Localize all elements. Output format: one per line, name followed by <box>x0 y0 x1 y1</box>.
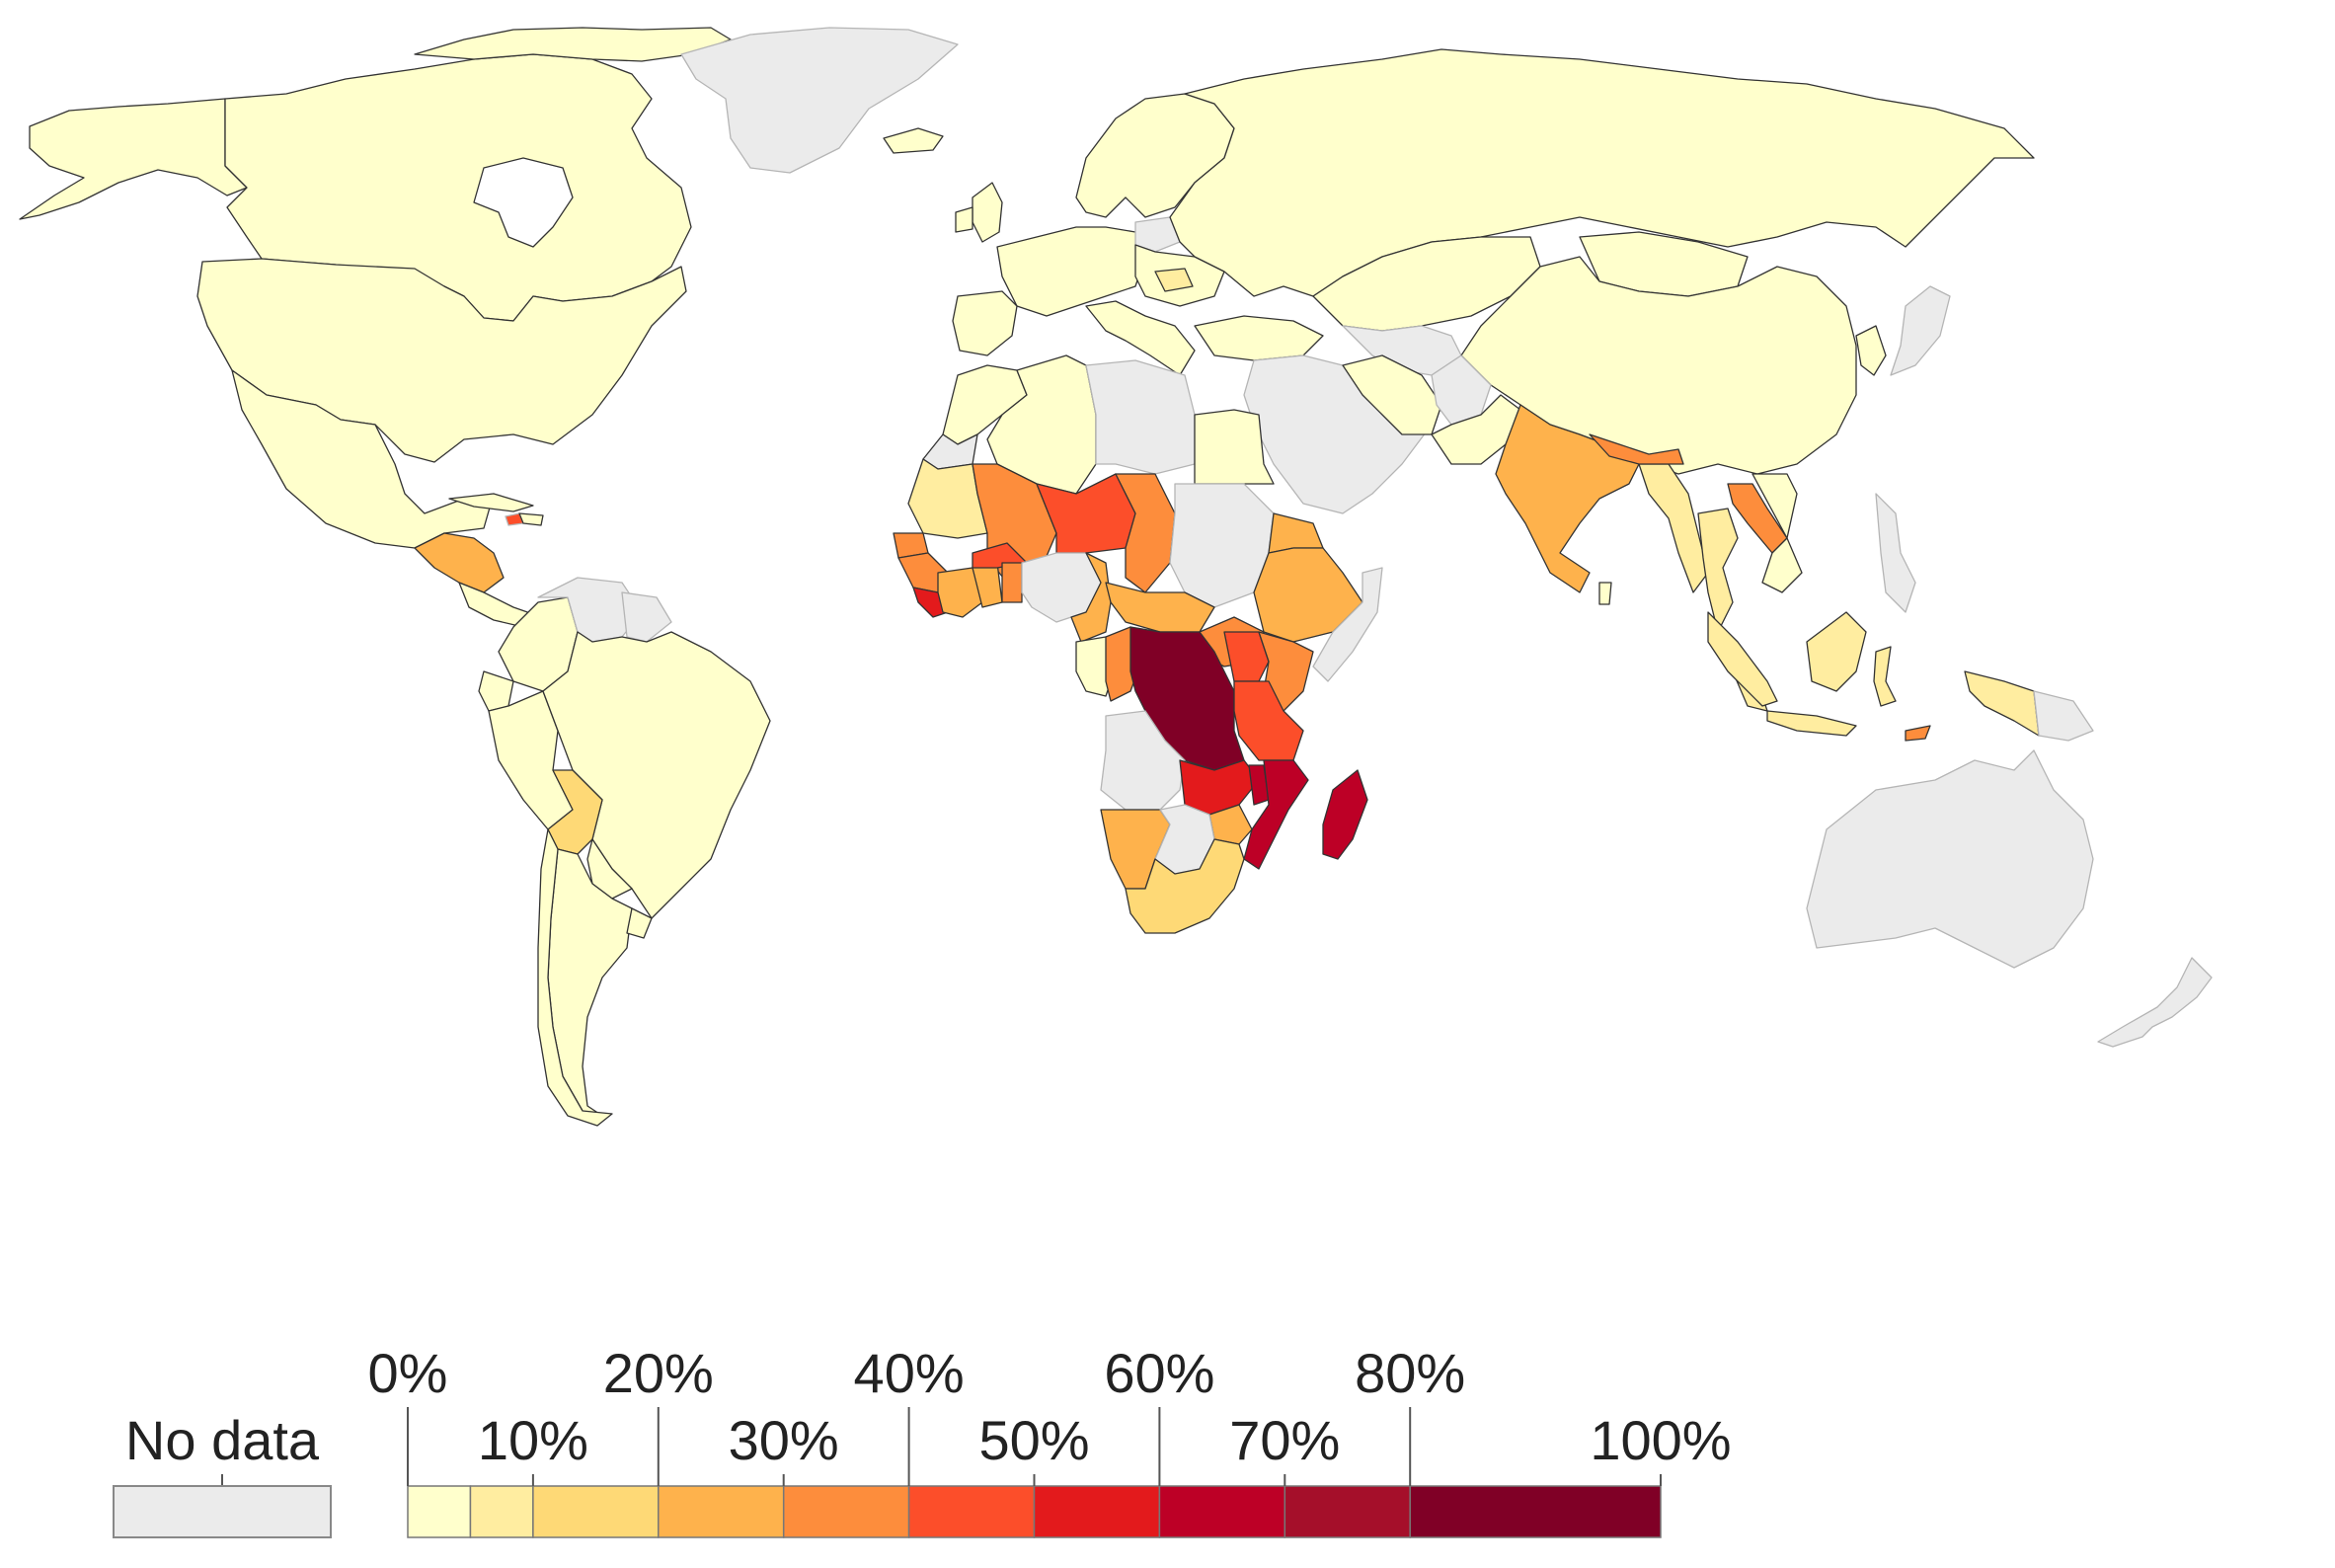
region-cuba[interactable] <box>448 493 534 512</box>
legend: No data 0% 20% 40% 60% 80% 10% 30% 50% 70% 100% <box>113 1342 1732 1538</box>
region-turkey[interactable] <box>1194 315 1324 361</box>
region-russia[interactable] <box>1169 48 2035 297</box>
region-uruguay[interactable] <box>626 907 653 939</box>
region-png[interactable] <box>2033 690 2094 742</box>
region-timor[interactable] <box>1905 725 1931 742</box>
region-alaska[interactable] <box>19 98 248 220</box>
region-uganda-rwanda[interactable] <box>1223 631 1270 682</box>
legend-bin-3 <box>658 1485 785 1538</box>
region-togo-benin[interactable] <box>1001 562 1023 603</box>
legend-bin-4 <box>782 1485 910 1538</box>
region-canada-islands[interactable] <box>414 27 732 62</box>
region-korea[interactable] <box>1855 325 1887 376</box>
region-bangladesh-myanmar[interactable] <box>1638 463 1709 593</box>
legend-bin-5 <box>907 1485 1036 1538</box>
region-eritrea[interactable] <box>1268 512 1324 554</box>
legend-no-data-swatch <box>113 1485 332 1538</box>
region-australia[interactable] <box>1806 749 2094 969</box>
legend-tick-label-lower-0: 10% <box>478 1409 588 1471</box>
legend-no-data-label: No data <box>125 1409 320 1471</box>
legend-tick-label-upper-0: 0% <box>368 1342 448 1404</box>
region-mozambique[interactable] <box>1243 759 1309 870</box>
region-ecuador[interactable] <box>478 670 514 712</box>
region-libya[interactable] <box>1085 359 1196 475</box>
region-madagascar[interactable] <box>1322 769 1368 860</box>
legend-bin-1 <box>469 1485 534 1538</box>
legend-tick-label-lower-2: 50% <box>978 1409 1089 1471</box>
region-nepal-bhutan[interactable] <box>1589 433 1684 465</box>
region-ethiopia[interactable] <box>1253 547 1363 643</box>
region-chile[interactable] <box>537 828 613 1127</box>
legend-bin-7 <box>1158 1485 1286 1538</box>
legend-tick-label-upper-1: 20% <box>603 1342 714 1404</box>
region-angola[interactable] <box>1100 710 1186 811</box>
region-new-zealand[interactable] <box>2097 957 2213 1048</box>
legend-no-data: No data <box>113 1409 332 1538</box>
region-south-africa[interactable] <box>1125 838 1245 934</box>
region-central-america[interactable] <box>414 532 505 593</box>
legend-tick-label-upper-4: 80% <box>1355 1342 1465 1404</box>
region-brazil[interactable] <box>542 631 771 919</box>
region-uk[interactable] <box>972 182 1003 243</box>
legend-tick-label-lower-1: 30% <box>729 1409 839 1471</box>
legend-bin-6 <box>1033 1485 1161 1538</box>
region-japan[interactable] <box>1890 285 1951 376</box>
region-italy-balkans[interactable] <box>1085 300 1196 376</box>
region-western-europe[interactable] <box>996 226 1146 317</box>
legend-bin-8 <box>1284 1485 1411 1538</box>
region-iberia[interactable] <box>952 290 1018 356</box>
region-somalia[interactable] <box>1312 567 1383 682</box>
legend-bin-0 <box>407 1485 472 1538</box>
legend-tick-label-lower-4: 100% <box>1590 1409 1731 1471</box>
legend-bin-2 <box>532 1485 660 1538</box>
region-zambia[interactable] <box>1179 759 1260 816</box>
region-papua-indonesia[interactable] <box>1964 670 2040 737</box>
region-hudson-bay <box>473 157 574 248</box>
region-sri-lanka[interactable] <box>1598 582 1612 605</box>
region-sudan[interactable] <box>1169 483 1275 608</box>
region-ireland[interactable] <box>955 206 973 233</box>
region-iceland[interactable] <box>883 127 944 154</box>
region-dominican[interactable] <box>518 512 544 526</box>
region-taiwan-philippines[interactable] <box>1875 493 1916 613</box>
legend-tick-label-lower-3: 70% <box>1229 1409 1340 1471</box>
region-java[interactable] <box>1766 710 1857 737</box>
region-sulawesi[interactable] <box>1873 646 1897 707</box>
region-romania[interactable] <box>1154 268 1194 292</box>
legend-tick-label-upper-2: 40% <box>854 1342 965 1404</box>
region-vietnam-cambodia[interactable] <box>1751 473 1803 593</box>
region-belarus[interactable] <box>1134 216 1181 253</box>
region-borneo[interactable] <box>1806 611 1867 692</box>
legend-color-scale: 0% 20% 40% 60% 80% 10% 30% 50% 70% 100% <box>368 1342 1732 1538</box>
region-sumatra[interactable] <box>1707 611 1778 707</box>
legend-tick-label-upper-3: 60% <box>1104 1342 1214 1404</box>
region-thailand[interactable] <box>1697 508 1739 633</box>
region-greenland[interactable] <box>680 27 959 174</box>
legend-bin-9 <box>1409 1485 1662 1538</box>
region-guianas[interactable] <box>621 591 672 643</box>
